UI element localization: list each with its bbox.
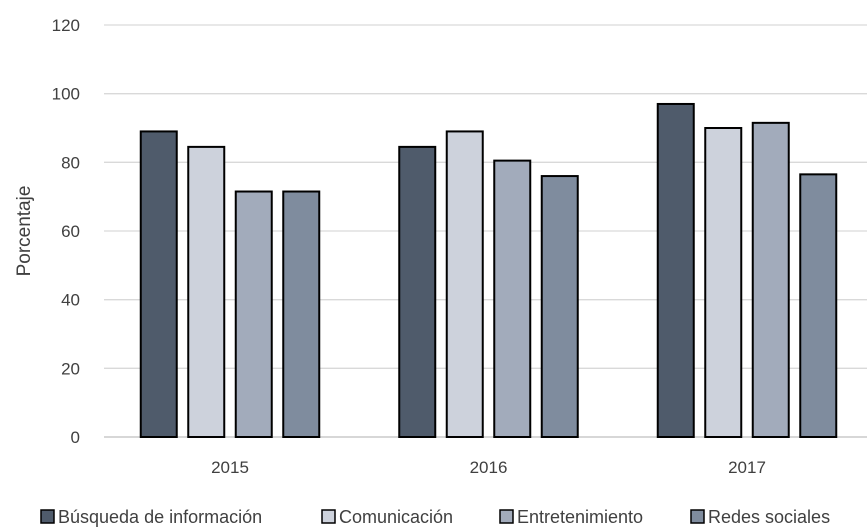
legend-swatch bbox=[321, 509, 336, 524]
legend-label: Redes sociales bbox=[708, 507, 830, 527]
bars bbox=[139, 102, 838, 439]
legend: Búsqueda de información Comunicación Entre… bbox=[40, 507, 830, 527]
bar bbox=[445, 130, 484, 439]
legend-label: Búsqueda de información bbox=[58, 507, 262, 527]
legend-swatch bbox=[499, 509, 514, 524]
legend-label: Comunicación bbox=[339, 507, 453, 527]
bar bbox=[656, 102, 695, 438]
bar bbox=[540, 175, 579, 438]
x-tick-label: 2017 bbox=[728, 458, 766, 477]
y-tick-label: 80 bbox=[61, 153, 80, 172]
bar bbox=[751, 121, 790, 438]
y-tick-label: 20 bbox=[61, 359, 80, 378]
bar bbox=[139, 130, 178, 439]
y-tick-label: 0 bbox=[71, 428, 80, 447]
legend-swatch bbox=[690, 509, 705, 524]
x-axis-ticks: 2015 2016 2017 bbox=[211, 458, 766, 477]
gridlines bbox=[104, 24, 867, 438]
y-tick-label: 100 bbox=[52, 85, 80, 104]
y-tick-label: 40 bbox=[61, 291, 80, 310]
legend-label: Entretenimiento bbox=[517, 507, 643, 527]
y-tick-label: 60 bbox=[61, 222, 80, 241]
bar bbox=[398, 145, 437, 438]
x-tick-label: 2016 bbox=[470, 458, 508, 477]
bar bbox=[187, 145, 226, 438]
bar bbox=[282, 190, 321, 438]
y-tick-label: 120 bbox=[52, 16, 80, 35]
bar bbox=[704, 127, 743, 438]
y-axis-ticks: 0 20 40 60 80 100 120 bbox=[52, 16, 80, 447]
bar bbox=[799, 173, 838, 438]
y-axis-title: Porcentaje bbox=[14, 186, 35, 277]
bar bbox=[493, 159, 532, 438]
bar bbox=[234, 190, 273, 438]
legend-swatch bbox=[40, 509, 55, 524]
x-tick-label: 2015 bbox=[211, 458, 249, 477]
